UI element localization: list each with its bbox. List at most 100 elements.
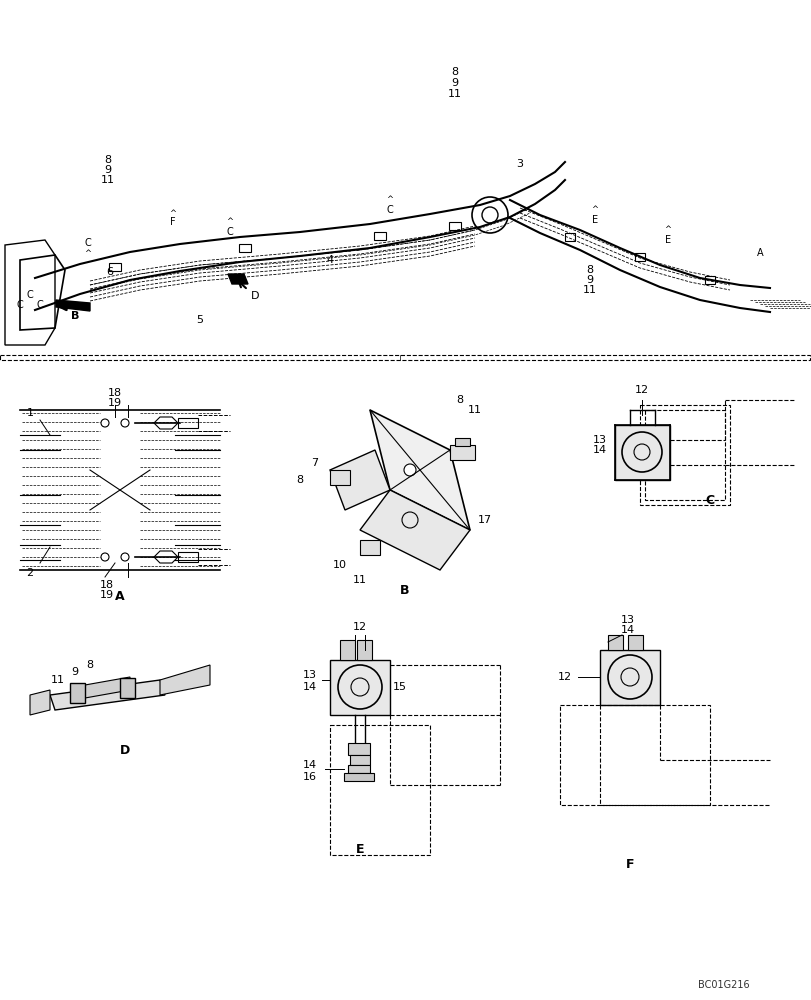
Polygon shape <box>329 450 389 510</box>
Bar <box>0 355 809 360</box>
Bar <box>70 683 85 703</box>
Text: 16: 16 <box>303 772 316 782</box>
Bar <box>374 232 385 240</box>
Text: 17: 17 <box>478 515 491 525</box>
Text: 11: 11 <box>448 89 461 99</box>
Text: 14: 14 <box>303 760 316 770</box>
Text: 19: 19 <box>108 398 122 408</box>
Text: 14: 14 <box>303 682 316 692</box>
Bar <box>614 425 669 480</box>
Bar <box>340 640 354 660</box>
Bar <box>560 705 709 805</box>
Text: 4: 4 <box>326 255 333 265</box>
Text: C: C <box>226 227 233 237</box>
Bar <box>238 244 251 252</box>
Text: 11: 11 <box>353 575 367 585</box>
Polygon shape <box>30 690 50 715</box>
Text: C: C <box>386 205 393 215</box>
Text: 3: 3 <box>516 159 523 169</box>
Text: 8: 8 <box>105 155 111 165</box>
Text: B: B <box>71 311 79 321</box>
Text: 8: 8 <box>586 265 593 275</box>
Polygon shape <box>160 665 210 695</box>
Polygon shape <box>228 274 247 284</box>
Text: A: A <box>756 248 762 258</box>
Bar <box>607 635 622 650</box>
Polygon shape <box>370 410 470 530</box>
Text: 18: 18 <box>108 388 122 398</box>
Text: 13: 13 <box>592 435 607 445</box>
Text: F: F <box>170 217 176 227</box>
Polygon shape <box>85 677 130 698</box>
Circle shape <box>404 464 415 476</box>
Text: 8: 8 <box>86 660 93 670</box>
Text: 14: 14 <box>592 445 607 455</box>
Text: 11: 11 <box>51 675 65 685</box>
Bar <box>448 222 461 230</box>
Bar <box>178 552 198 562</box>
Bar <box>599 650 659 705</box>
Text: ^: ^ <box>590 206 598 215</box>
Text: 7: 7 <box>311 458 318 468</box>
Bar <box>329 725 430 855</box>
Text: 10: 10 <box>333 560 346 570</box>
Text: ^: ^ <box>386 196 393 205</box>
Polygon shape <box>56 300 90 311</box>
Text: 9: 9 <box>105 165 111 175</box>
Text: 9: 9 <box>451 78 458 88</box>
Bar <box>627 635 642 650</box>
Text: 12: 12 <box>353 622 367 632</box>
Text: 13: 13 <box>303 670 316 680</box>
Text: 12: 12 <box>557 672 572 682</box>
Text: ^: ^ <box>226 218 234 227</box>
Bar <box>564 233 574 241</box>
Text: E: E <box>591 215 598 225</box>
Text: E: E <box>664 235 670 245</box>
Text: 9: 9 <box>586 275 593 285</box>
Text: 12: 12 <box>634 385 648 395</box>
Bar <box>329 470 350 485</box>
Bar <box>644 410 724 500</box>
Text: 11: 11 <box>101 175 115 185</box>
Bar <box>344 773 374 781</box>
Text: 14: 14 <box>620 625 634 635</box>
Bar <box>454 438 470 446</box>
Text: C: C <box>705 493 714 506</box>
Text: ^: ^ <box>663 226 671 234</box>
Text: 6: 6 <box>106 267 114 277</box>
Bar <box>357 640 371 660</box>
Bar <box>178 418 198 428</box>
Bar <box>449 445 474 460</box>
Bar <box>348 743 370 755</box>
Text: 11: 11 <box>582 285 596 295</box>
Bar <box>704 276 714 284</box>
Text: 15: 15 <box>393 682 406 692</box>
Bar <box>350 755 370 765</box>
Text: 5: 5 <box>196 315 204 325</box>
Text: B: B <box>400 584 410 596</box>
Bar <box>109 263 121 271</box>
Text: ^: ^ <box>84 248 92 257</box>
Text: 8: 8 <box>456 395 463 405</box>
Text: 19: 19 <box>100 590 114 600</box>
Text: 2: 2 <box>27 568 33 578</box>
Text: 9: 9 <box>71 667 79 677</box>
Bar <box>348 765 370 773</box>
Text: C: C <box>16 300 24 310</box>
Text: BC01G216: BC01G216 <box>697 980 749 990</box>
Text: 1: 1 <box>27 408 33 418</box>
Text: F: F <box>625 858 633 871</box>
Text: 13: 13 <box>620 615 634 625</box>
Bar <box>120 678 135 698</box>
Bar <box>329 660 389 715</box>
Polygon shape <box>359 490 470 570</box>
Polygon shape <box>50 680 165 710</box>
Bar <box>639 405 729 505</box>
Text: C: C <box>27 290 33 300</box>
Text: E: E <box>355 843 364 856</box>
Text: C: C <box>36 300 43 310</box>
Text: 8: 8 <box>451 67 458 77</box>
Text: 11: 11 <box>467 405 482 415</box>
Bar <box>359 540 380 555</box>
Text: 18: 18 <box>100 580 114 590</box>
